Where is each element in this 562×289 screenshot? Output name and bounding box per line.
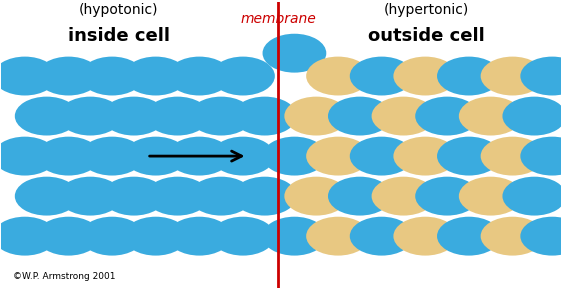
Ellipse shape [0, 217, 57, 255]
Ellipse shape [167, 57, 231, 95]
Ellipse shape [502, 97, 562, 136]
Ellipse shape [189, 177, 253, 216]
Ellipse shape [437, 137, 501, 175]
Text: (hypertonic): (hypertonic) [384, 3, 469, 17]
Ellipse shape [102, 177, 166, 216]
Ellipse shape [371, 177, 436, 216]
Ellipse shape [415, 177, 479, 216]
Text: (hypotonic): (hypotonic) [79, 3, 158, 17]
Ellipse shape [102, 97, 166, 136]
Ellipse shape [284, 97, 348, 136]
Ellipse shape [211, 57, 275, 95]
Text: outside cell: outside cell [368, 27, 485, 45]
Ellipse shape [459, 177, 523, 216]
Ellipse shape [37, 137, 101, 175]
Ellipse shape [328, 177, 392, 216]
Ellipse shape [80, 137, 144, 175]
Ellipse shape [306, 57, 370, 95]
Ellipse shape [124, 137, 188, 175]
Ellipse shape [124, 217, 188, 255]
Ellipse shape [58, 177, 122, 216]
Ellipse shape [15, 177, 79, 216]
Ellipse shape [437, 217, 501, 255]
Ellipse shape [0, 57, 57, 95]
Ellipse shape [0, 137, 57, 175]
Ellipse shape [189, 97, 253, 136]
Ellipse shape [146, 97, 210, 136]
Text: inside cell: inside cell [68, 27, 170, 45]
Ellipse shape [481, 137, 545, 175]
Ellipse shape [520, 57, 562, 95]
Ellipse shape [37, 217, 101, 255]
Ellipse shape [437, 57, 501, 95]
Ellipse shape [502, 177, 562, 216]
Ellipse shape [520, 137, 562, 175]
Ellipse shape [80, 217, 144, 255]
Ellipse shape [284, 177, 348, 216]
Ellipse shape [306, 217, 370, 255]
Ellipse shape [481, 217, 545, 255]
Ellipse shape [393, 57, 457, 95]
Text: membrane: membrane [241, 12, 316, 26]
Ellipse shape [328, 97, 392, 136]
Ellipse shape [15, 97, 79, 136]
Ellipse shape [459, 97, 523, 136]
Ellipse shape [233, 177, 297, 216]
Ellipse shape [37, 57, 101, 95]
Ellipse shape [350, 57, 414, 95]
Ellipse shape [233, 97, 297, 136]
Ellipse shape [58, 97, 122, 136]
Ellipse shape [393, 217, 457, 255]
Ellipse shape [350, 137, 414, 175]
Ellipse shape [481, 57, 545, 95]
Ellipse shape [124, 57, 188, 95]
Ellipse shape [167, 137, 231, 175]
Ellipse shape [520, 217, 562, 255]
Ellipse shape [211, 217, 275, 255]
Ellipse shape [262, 34, 327, 73]
Ellipse shape [371, 97, 436, 136]
Ellipse shape [211, 137, 275, 175]
Ellipse shape [167, 217, 231, 255]
Ellipse shape [262, 217, 327, 255]
Text: ©W.P. Armstrong 2001: ©W.P. Armstrong 2001 [12, 272, 115, 281]
Ellipse shape [80, 57, 144, 95]
Ellipse shape [146, 177, 210, 216]
Ellipse shape [262, 137, 327, 175]
Ellipse shape [350, 217, 414, 255]
Ellipse shape [393, 137, 457, 175]
Ellipse shape [415, 97, 479, 136]
Ellipse shape [306, 137, 370, 175]
